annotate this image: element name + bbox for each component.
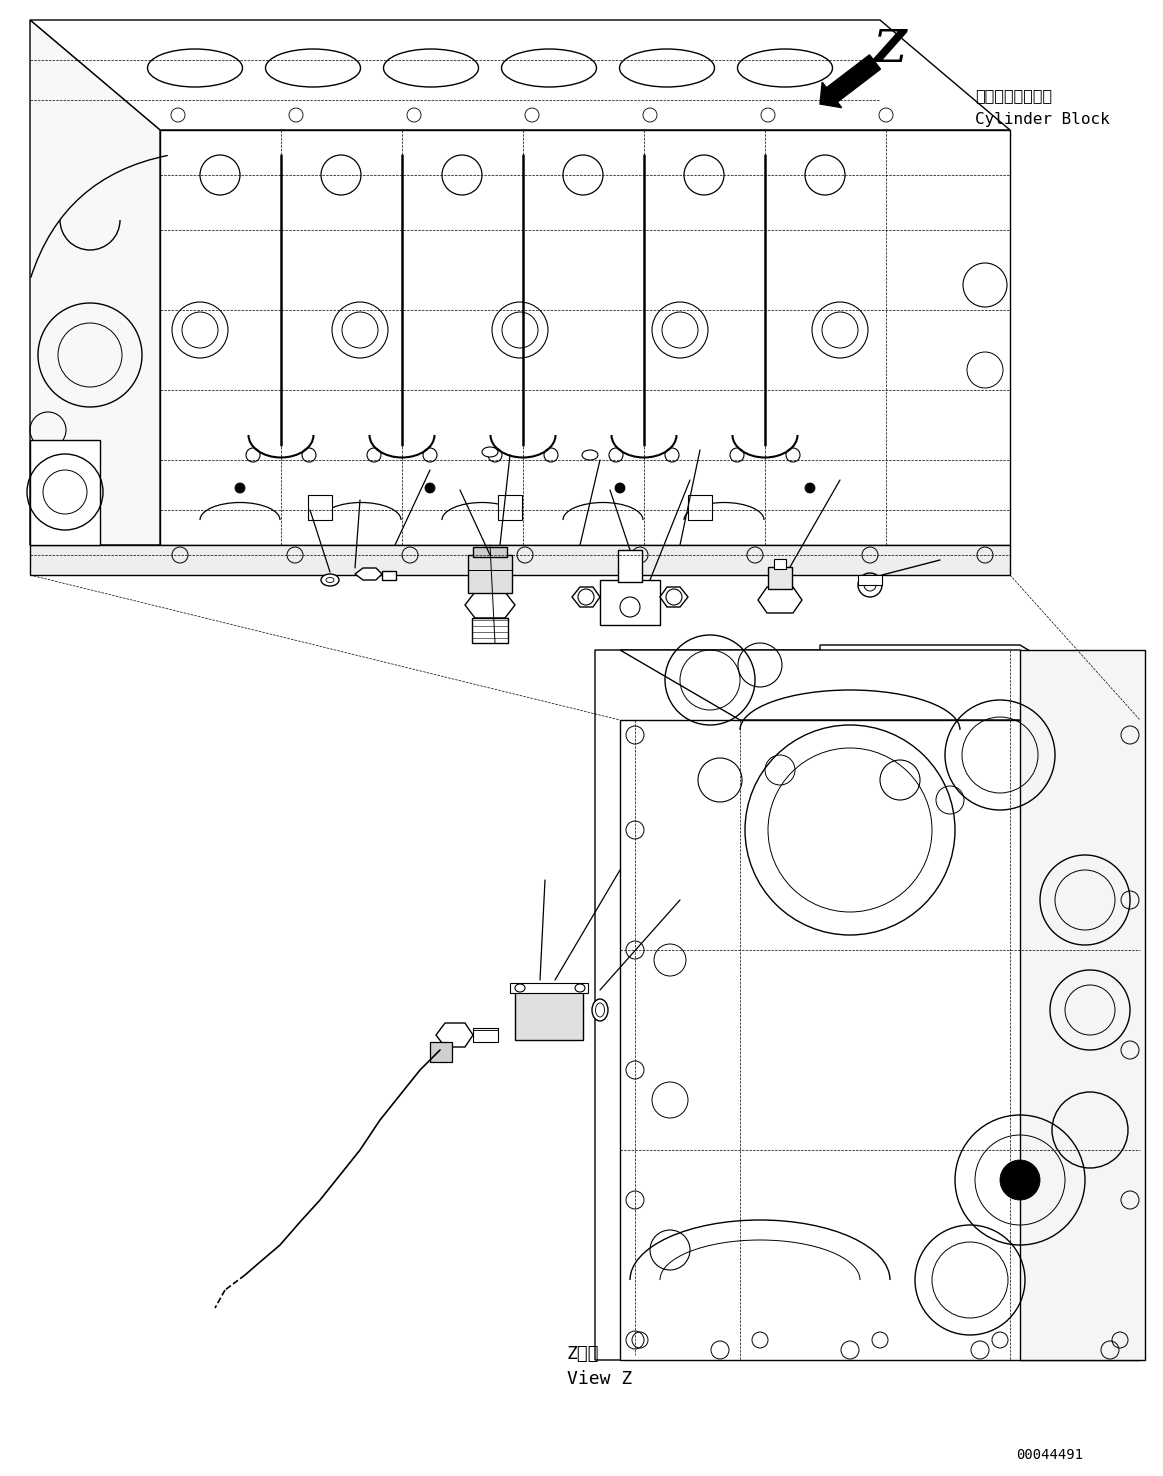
Polygon shape xyxy=(308,494,331,520)
Polygon shape xyxy=(758,587,802,613)
Polygon shape xyxy=(498,494,522,520)
Ellipse shape xyxy=(321,574,338,586)
Ellipse shape xyxy=(265,49,361,87)
Ellipse shape xyxy=(592,999,608,1021)
Polygon shape xyxy=(30,545,1009,576)
Circle shape xyxy=(424,483,435,493)
Polygon shape xyxy=(620,649,1140,720)
Ellipse shape xyxy=(148,49,243,87)
Polygon shape xyxy=(30,440,100,545)
Polygon shape xyxy=(436,1023,473,1046)
Text: シリンダブロック: シリンダブロック xyxy=(975,89,1053,103)
Text: 00044491: 00044491 xyxy=(1016,1448,1084,1463)
Ellipse shape xyxy=(481,447,498,458)
Ellipse shape xyxy=(515,984,525,992)
Polygon shape xyxy=(688,494,712,520)
Polygon shape xyxy=(595,645,1146,1359)
Bar xyxy=(468,555,512,593)
Bar xyxy=(768,567,792,589)
Circle shape xyxy=(235,483,245,493)
Bar xyxy=(618,551,642,582)
Polygon shape xyxy=(620,720,1140,1359)
Ellipse shape xyxy=(384,49,478,87)
Ellipse shape xyxy=(575,984,585,992)
Circle shape xyxy=(805,483,815,493)
FancyArrowPatch shape xyxy=(31,155,167,277)
Bar xyxy=(858,576,882,584)
Ellipse shape xyxy=(737,49,833,87)
Ellipse shape xyxy=(595,1004,605,1017)
Polygon shape xyxy=(659,587,688,607)
Bar xyxy=(430,1042,452,1063)
Polygon shape xyxy=(30,21,1009,130)
Polygon shape xyxy=(1020,649,1146,1359)
Ellipse shape xyxy=(326,577,334,583)
Text: View Z: View Z xyxy=(568,1370,633,1387)
Ellipse shape xyxy=(501,49,597,87)
Bar xyxy=(381,571,395,580)
Circle shape xyxy=(1000,1160,1040,1200)
Bar xyxy=(775,559,786,570)
Polygon shape xyxy=(355,568,381,580)
Bar xyxy=(515,987,583,1041)
Bar xyxy=(472,618,508,644)
FancyArrow shape xyxy=(820,55,880,108)
Text: Z: Z xyxy=(873,28,906,71)
Polygon shape xyxy=(160,130,1009,545)
Bar xyxy=(511,983,588,993)
Bar xyxy=(600,580,659,624)
Polygon shape xyxy=(30,21,160,545)
Text: Cylinder Block: Cylinder Block xyxy=(975,112,1110,127)
Ellipse shape xyxy=(620,49,714,87)
Ellipse shape xyxy=(582,450,598,461)
Polygon shape xyxy=(465,592,515,618)
Circle shape xyxy=(615,483,625,493)
Bar xyxy=(473,548,507,556)
Bar xyxy=(473,1027,498,1042)
Text: Z　視: Z 視 xyxy=(568,1345,600,1362)
Polygon shape xyxy=(572,587,600,607)
